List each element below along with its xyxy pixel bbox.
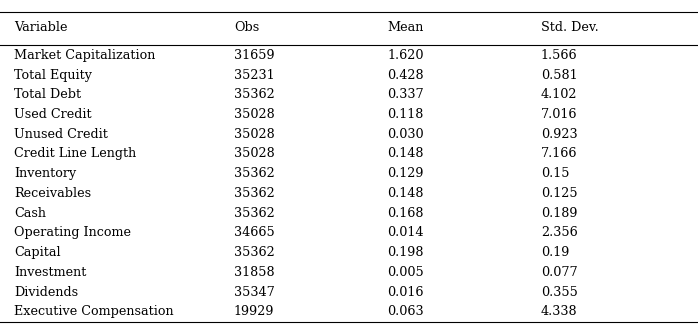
Text: 0.19: 0.19 xyxy=(541,246,570,259)
Text: 31858: 31858 xyxy=(234,266,274,279)
Text: 0.148: 0.148 xyxy=(387,147,424,161)
Text: Executive Compensation: Executive Compensation xyxy=(14,305,174,318)
Text: 1.566: 1.566 xyxy=(541,49,577,62)
Text: 2.356: 2.356 xyxy=(541,226,578,240)
Text: 35028: 35028 xyxy=(234,128,274,141)
Text: Used Credit: Used Credit xyxy=(14,108,91,121)
Text: 35362: 35362 xyxy=(234,88,274,101)
Text: Obs: Obs xyxy=(234,21,259,35)
Text: 34665: 34665 xyxy=(234,226,274,240)
Text: 0.063: 0.063 xyxy=(387,305,424,318)
Text: Variable: Variable xyxy=(14,21,68,35)
Text: Investment: Investment xyxy=(14,266,87,279)
Text: Mean: Mean xyxy=(387,21,424,35)
Text: 19929: 19929 xyxy=(234,305,274,318)
Text: 7.016: 7.016 xyxy=(541,108,577,121)
Text: 0.198: 0.198 xyxy=(387,246,424,259)
Text: Inventory: Inventory xyxy=(14,167,76,180)
Text: 0.125: 0.125 xyxy=(541,187,577,200)
Text: 0.168: 0.168 xyxy=(387,207,424,220)
Text: 1.620: 1.620 xyxy=(387,49,424,62)
Text: Capital: Capital xyxy=(14,246,61,259)
Text: 0.077: 0.077 xyxy=(541,266,577,279)
Text: 0.030: 0.030 xyxy=(387,128,424,141)
Text: 35362: 35362 xyxy=(234,207,274,220)
Text: 0.428: 0.428 xyxy=(387,68,424,82)
Text: 4.338: 4.338 xyxy=(541,305,577,318)
Text: Cash: Cash xyxy=(14,207,46,220)
Text: 35362: 35362 xyxy=(234,246,274,259)
Text: 31659: 31659 xyxy=(234,49,274,62)
Text: 0.189: 0.189 xyxy=(541,207,577,220)
Text: 0.014: 0.014 xyxy=(387,226,424,240)
Text: 35362: 35362 xyxy=(234,187,274,200)
Text: 0.118: 0.118 xyxy=(387,108,424,121)
Text: Std. Dev.: Std. Dev. xyxy=(541,21,599,35)
Text: 0.016: 0.016 xyxy=(387,286,424,299)
Text: Total Debt: Total Debt xyxy=(14,88,81,101)
Text: 0.337: 0.337 xyxy=(387,88,424,101)
Text: Operating Income: Operating Income xyxy=(14,226,131,240)
Text: 0.923: 0.923 xyxy=(541,128,577,141)
Text: 0.129: 0.129 xyxy=(387,167,424,180)
Text: Credit Line Length: Credit Line Length xyxy=(14,147,136,161)
Text: 35231: 35231 xyxy=(234,68,274,82)
Text: Total Equity: Total Equity xyxy=(14,68,92,82)
Text: 4.102: 4.102 xyxy=(541,88,577,101)
Text: 0.581: 0.581 xyxy=(541,68,577,82)
Text: 0.355: 0.355 xyxy=(541,286,578,299)
Text: 35028: 35028 xyxy=(234,147,274,161)
Text: Market Capitalization: Market Capitalization xyxy=(14,49,156,62)
Text: Dividends: Dividends xyxy=(14,286,78,299)
Text: 35347: 35347 xyxy=(234,286,274,299)
Text: 35362: 35362 xyxy=(234,167,274,180)
Text: 0.005: 0.005 xyxy=(387,266,424,279)
Text: 35028: 35028 xyxy=(234,108,274,121)
Text: 7.166: 7.166 xyxy=(541,147,577,161)
Text: 0.148: 0.148 xyxy=(387,187,424,200)
Text: 0.15: 0.15 xyxy=(541,167,570,180)
Text: Receivables: Receivables xyxy=(14,187,91,200)
Text: Unused Credit: Unused Credit xyxy=(14,128,107,141)
